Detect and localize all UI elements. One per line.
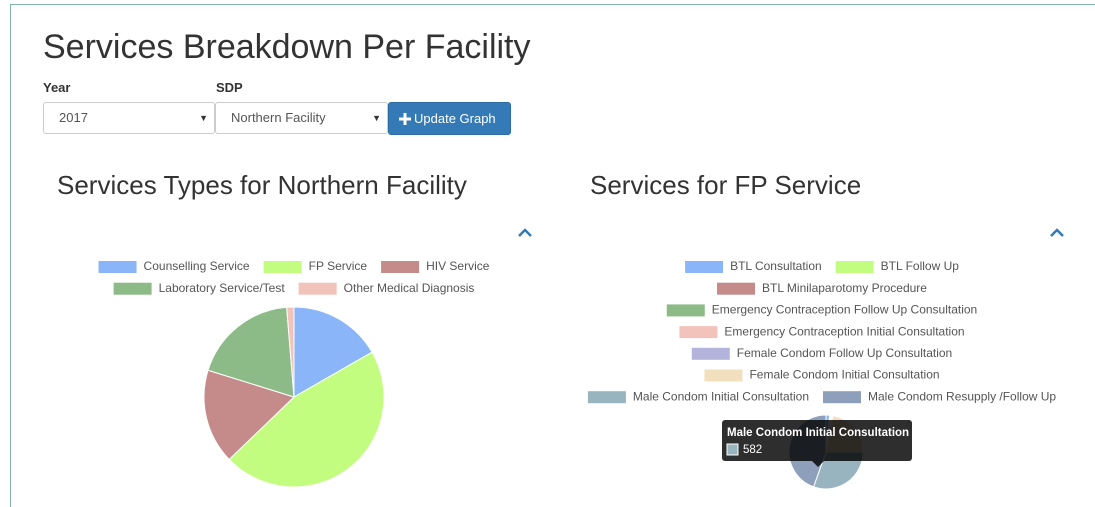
panel	[10, 4, 1095, 507]
legend-item: Male Condom Initial Consultation	[587, 389, 809, 404]
legend-swatch	[98, 261, 137, 273]
legend-swatch	[823, 391, 861, 404]
legend-swatch	[685, 261, 724, 273]
legend-label: Other Medical Diagnosis	[344, 281, 475, 295]
pie-slice	[207, 306, 295, 398]
legend-swatch	[704, 369, 743, 382]
legend-swatch	[113, 282, 152, 295]
legend-label: Emergency Contraception Initial Consulta…	[724, 324, 964, 338]
chart-title: Services for FP Service	[590, 170, 861, 200]
sdp-label: SDP	[216, 80, 243, 95]
legend-label: BTL Follow Up	[881, 259, 960, 273]
plus-icon	[399, 113, 411, 125]
legend-swatch	[263, 261, 302, 273]
year-value: 2017	[59, 110, 88, 125]
pie-slice	[203, 369, 295, 461]
legend-label: BTL Minilaparotomy Procedure	[762, 281, 927, 295]
legend-swatch	[679, 326, 718, 339]
legend-swatch	[381, 261, 420, 273]
legend-item: Counselling Service	[98, 259, 250, 273]
pie-slice	[293, 306, 373, 398]
legend-swatch	[717, 282, 756, 295]
legend-label: Male Condom Resupply /Follow Up	[868, 389, 1056, 403]
year-label: Year	[43, 80, 71, 95]
collapse-icon[interactable]	[1050, 228, 1064, 237]
tooltip-swatch	[726, 443, 739, 456]
tooltip-box	[722, 420, 912, 461]
legend-swatch	[587, 391, 626, 404]
legend-item: Female Condom Initial Consultation	[704, 368, 940, 382]
legend-item: Other Medical Diagnosis	[298, 281, 475, 295]
legend-swatch	[835, 261, 874, 273]
legend-label: Male Condom Initial Consultation	[633, 389, 809, 403]
tooltip-pointer	[812, 461, 824, 467]
pie-slice	[286, 306, 295, 398]
legend-item: Emergency Contraception Initial Consulta…	[679, 324, 965, 339]
pie-slice	[228, 351, 385, 488]
caret: ▼	[199, 113, 208, 123]
legend-item: Female Condom Follow Up Consultation	[691, 346, 952, 360]
collapse-icon[interactable]	[518, 228, 532, 237]
page-title: Services Breakdown Per Facility	[43, 28, 531, 66]
legend-swatch	[298, 282, 337, 295]
legend-item: Male Condom Resupply /Follow Up	[823, 389, 1056, 403]
legend-label: HIV Service	[426, 259, 490, 273]
update-button[interactable]: Update Graph	[388, 102, 511, 135]
legend-swatch	[666, 304, 705, 317]
legend-item: HIV Service	[381, 259, 490, 273]
legend-label: Counselling Service	[144, 259, 250, 273]
button-text: Update Graph	[414, 111, 496, 126]
legend-item: Laboratory Service/Test	[113, 281, 286, 295]
legend-label: BTL Consultation	[730, 259, 822, 273]
chart-title: Services Types for Northern Facility	[57, 170, 467, 200]
legend-item: FP Service	[263, 259, 368, 273]
legend-item: BTL Follow Up	[835, 259, 960, 273]
sdp-value: Northern Facility	[231, 110, 326, 125]
caret: ▼	[372, 113, 381, 123]
tooltip-value: 582	[743, 444, 762, 456]
legend-swatch	[691, 347, 730, 360]
legend-label: FP Service	[309, 259, 368, 273]
legend-label: Emergency Contraception Follow Up Consul…	[712, 303, 977, 317]
legend-item: BTL Consultation	[685, 259, 822, 273]
tooltip-title: Male Condom Initial Consultation	[727, 427, 909, 439]
legend-label: Female Condom Initial Consultation	[749, 368, 939, 382]
year-select[interactable]: 2017 ▼	[43, 102, 215, 134]
legend-item: BTL Minilaparotomy Procedure	[717, 281, 927, 295]
legend-item: Emergency Contraception Follow Up Consul…	[666, 303, 977, 317]
legend-label: Female Condom Follow Up Consultation	[737, 346, 952, 360]
legend-label: Laboratory Service/Test	[159, 281, 286, 295]
sdp-select[interactable]: Northern Facility ▼	[215, 102, 388, 134]
